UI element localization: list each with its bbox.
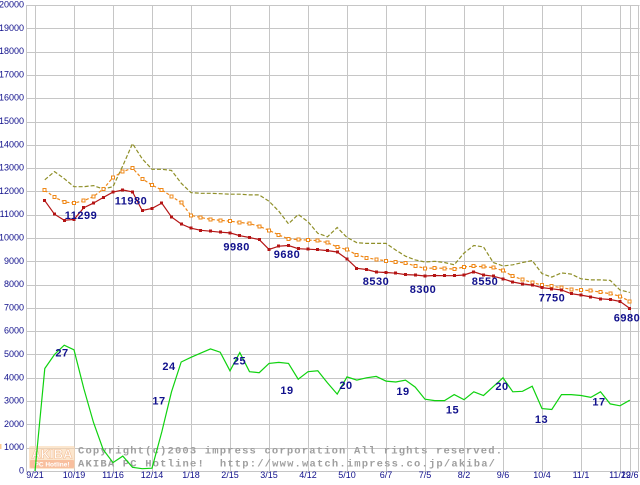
svg-text:27: 27 (55, 348, 68, 360)
svg-text:13000: 13000 (0, 163, 24, 173)
svg-text:PC Hotline!: PC Hotline! (34, 462, 69, 469)
svg-text:15000: 15000 (0, 116, 24, 126)
svg-text:12/14: 12/14 (141, 470, 164, 480)
svg-text:11980: 11980 (115, 196, 147, 208)
svg-text:Copyright(c)2003 impress corpo: Copyright(c)2003 impress corporation All… (78, 446, 502, 458)
svg-text:8/2: 8/2 (458, 470, 471, 480)
svg-text:6/7: 6/7 (380, 470, 393, 480)
svg-text:2/15: 2/15 (221, 470, 239, 480)
svg-text:11299: 11299 (65, 210, 97, 222)
svg-text:13: 13 (535, 414, 548, 426)
svg-text:7/5: 7/5 (419, 470, 432, 480)
svg-text:5/10: 5/10 (338, 470, 356, 480)
svg-text:8300: 8300 (410, 284, 436, 296)
svg-text:7750: 7750 (539, 293, 565, 305)
svg-text:12000: 12000 (0, 186, 24, 196)
svg-text:17: 17 (152, 396, 165, 408)
svg-text:11/1: 11/1 (573, 470, 590, 480)
svg-text:25: 25 (233, 356, 246, 368)
svg-text:10/19: 10/19 (63, 470, 86, 480)
svg-text:3/15: 3/15 (260, 470, 278, 480)
svg-text:1000: 1000 (4, 442, 24, 452)
svg-text:7000: 7000 (4, 302, 24, 312)
svg-text:17: 17 (592, 397, 605, 409)
svg-text:12/6: 12/6 (621, 470, 639, 480)
svg-text:9/21: 9/21 (26, 470, 44, 480)
svg-text:15: 15 (446, 405, 459, 417)
svg-text:5000: 5000 (4, 349, 24, 359)
svg-text:14000: 14000 (0, 139, 24, 149)
svg-text:4000: 4000 (4, 372, 24, 382)
svg-text:1/18: 1/18 (182, 470, 200, 480)
svg-text:AKIBA: AKIBA (31, 447, 73, 462)
svg-text:4/12: 4/12 (299, 470, 317, 480)
svg-text:17000: 17000 (0, 69, 24, 79)
svg-text:19: 19 (280, 385, 293, 397)
svg-text:6980: 6980 (614, 313, 640, 325)
svg-text:19: 19 (396, 386, 409, 398)
svg-text:2000: 2000 (4, 419, 24, 429)
svg-text:9000: 9000 (4, 256, 24, 266)
svg-text:20: 20 (495, 381, 508, 393)
svg-text:11000: 11000 (0, 209, 24, 219)
svg-text:8000: 8000 (4, 279, 24, 289)
svg-text:9680: 9680 (274, 249, 300, 261)
svg-text:19000: 19000 (0, 23, 24, 33)
svg-text:16000: 16000 (0, 93, 24, 103)
svg-text:24: 24 (162, 361, 176, 373)
svg-text:11/29: 11/29 (609, 470, 631, 480)
svg-text:9980: 9980 (223, 242, 249, 254)
svg-text:9/6: 9/6 (497, 470, 510, 480)
svg-text:8550: 8550 (472, 276, 498, 288)
svg-text:10/4: 10/4 (533, 470, 551, 480)
svg-text:18000: 18000 (0, 46, 24, 56)
svg-text:10000: 10000 (0, 233, 24, 243)
svg-text:8530: 8530 (363, 276, 389, 288)
svg-text:20: 20 (339, 380, 352, 392)
svg-text:AKIBA PC Hotline! http://www.: AKIBA PC Hotline! http://www.watch.impre… (78, 459, 495, 471)
svg-text:3000: 3000 (4, 396, 24, 406)
svg-text:20000: 20000 (0, 0, 24, 10)
svg-text:11/16: 11/16 (102, 470, 124, 480)
svg-text:0: 0 (19, 466, 24, 476)
svg-text:6000: 6000 (4, 326, 24, 336)
